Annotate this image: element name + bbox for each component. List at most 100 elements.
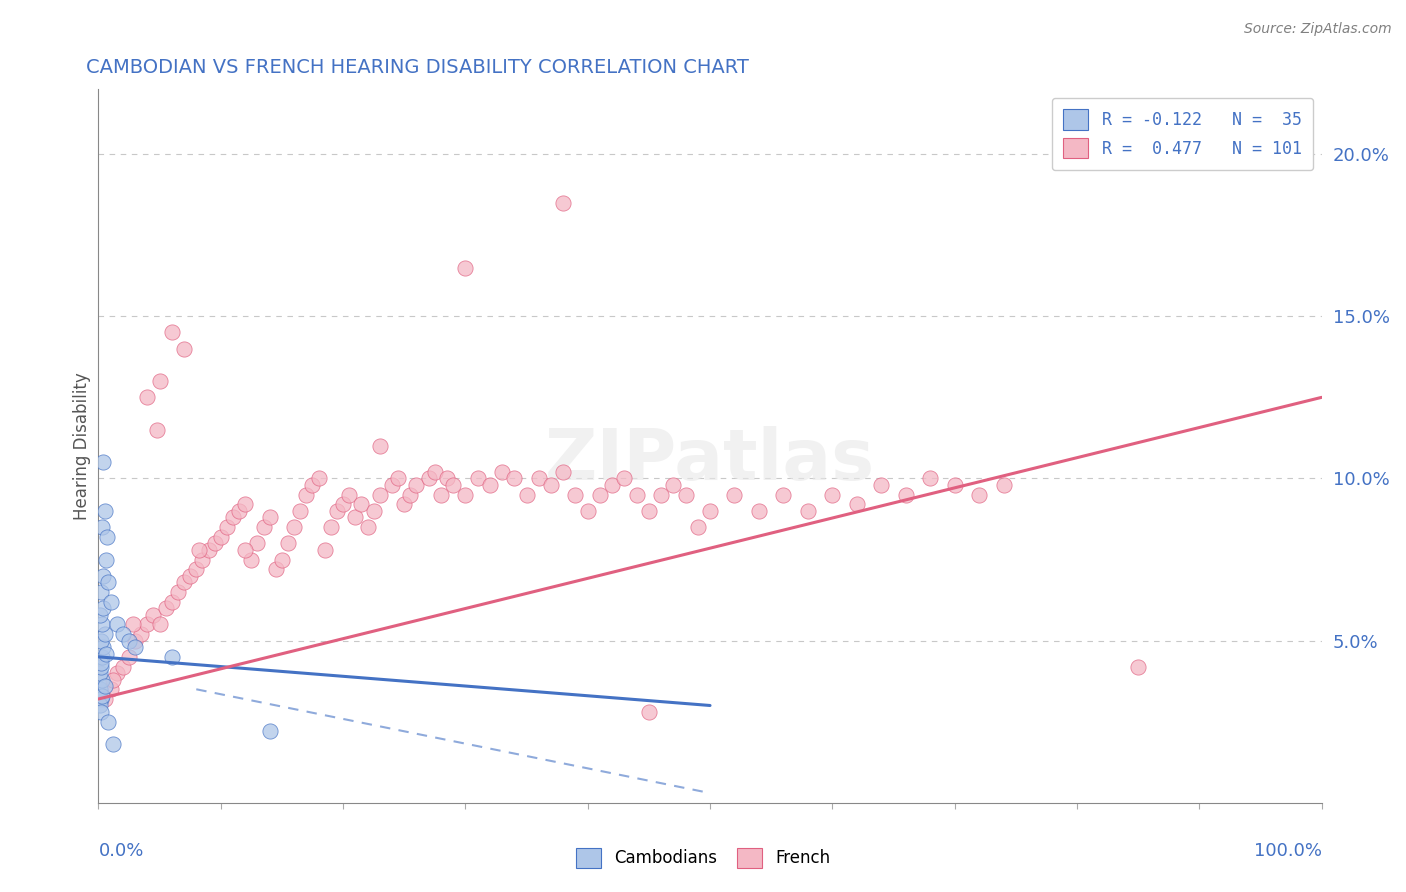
Point bbox=[356, 520, 378, 534]
Point bbox=[90, 659, 112, 673]
Point bbox=[149, 617, 172, 632]
Point bbox=[101, 673, 124, 687]
Text: ZIPatlas: ZIPatlas bbox=[546, 425, 875, 495]
Point bbox=[993, 478, 1015, 492]
Text: CAMBODIAN VS FRENCH HEARING DISABILITY CORRELATION CHART: CAMBODIAN VS FRENCH HEARING DISABILITY C… bbox=[86, 57, 749, 77]
Legend: Cambodians, French: Cambodians, French bbox=[569, 841, 837, 875]
Point bbox=[129, 627, 152, 641]
Point bbox=[392, 497, 416, 511]
Point bbox=[454, 260, 477, 275]
Point bbox=[111, 627, 134, 641]
Point bbox=[516, 488, 538, 502]
Point bbox=[146, 423, 169, 437]
Point bbox=[136, 390, 159, 404]
Point bbox=[589, 488, 612, 502]
Point bbox=[283, 520, 305, 534]
Point bbox=[600, 478, 623, 492]
Point bbox=[295, 488, 318, 502]
Point bbox=[100, 595, 122, 609]
Point bbox=[467, 471, 489, 485]
Point bbox=[344, 510, 367, 524]
Point bbox=[368, 488, 391, 502]
Point bbox=[503, 471, 526, 485]
Point bbox=[478, 478, 501, 492]
Point bbox=[186, 562, 208, 576]
Text: Source: ZipAtlas.com: Source: ZipAtlas.com bbox=[1244, 22, 1392, 37]
Point bbox=[1128, 659, 1150, 673]
Point bbox=[491, 465, 513, 479]
Point bbox=[240, 552, 263, 566]
Point bbox=[436, 471, 458, 485]
Point bbox=[124, 640, 146, 654]
Point bbox=[160, 595, 183, 609]
Point bbox=[454, 488, 477, 502]
Point bbox=[89, 607, 111, 622]
Point bbox=[93, 627, 115, 641]
Point bbox=[613, 471, 636, 485]
Point bbox=[314, 542, 336, 557]
Point bbox=[553, 195, 575, 210]
Point bbox=[699, 504, 721, 518]
Point bbox=[441, 478, 464, 492]
Point bbox=[387, 471, 409, 485]
Point bbox=[96, 530, 118, 544]
Point bbox=[337, 488, 360, 502]
Point bbox=[89, 666, 111, 681]
Point bbox=[105, 617, 128, 632]
Point bbox=[90, 692, 112, 706]
Point bbox=[326, 504, 349, 518]
Point bbox=[90, 633, 112, 648]
Point bbox=[350, 497, 373, 511]
Point bbox=[101, 738, 124, 752]
Point bbox=[797, 504, 820, 518]
Point bbox=[576, 504, 599, 518]
Point bbox=[723, 488, 745, 502]
Point bbox=[399, 488, 422, 502]
Point bbox=[90, 705, 112, 719]
Point bbox=[93, 504, 115, 518]
Point bbox=[118, 649, 141, 664]
Point bbox=[91, 455, 114, 469]
Point bbox=[167, 585, 190, 599]
Point bbox=[91, 689, 114, 703]
Point bbox=[142, 607, 165, 622]
Point bbox=[173, 575, 195, 590]
Point bbox=[124, 633, 146, 648]
Point bbox=[308, 471, 330, 485]
Point bbox=[91, 673, 114, 687]
Point bbox=[259, 510, 281, 524]
Point bbox=[527, 471, 550, 485]
Point bbox=[845, 497, 868, 511]
Point bbox=[197, 542, 219, 557]
Point bbox=[368, 439, 391, 453]
Y-axis label: Hearing Disability: Hearing Disability bbox=[73, 372, 91, 520]
Point bbox=[187, 542, 209, 557]
Point bbox=[121, 617, 143, 632]
Point bbox=[94, 647, 117, 661]
Point bbox=[772, 488, 794, 502]
Point bbox=[252, 520, 274, 534]
Point bbox=[430, 488, 453, 502]
Legend: R = -0.122   N =  35, R =  0.477   N = 101: R = -0.122 N = 35, R = 0.477 N = 101 bbox=[1052, 97, 1313, 169]
Point bbox=[94, 552, 117, 566]
Point bbox=[332, 497, 354, 511]
Point bbox=[149, 374, 172, 388]
Point bbox=[105, 666, 128, 681]
Point bbox=[363, 504, 385, 518]
Point bbox=[97, 714, 120, 729]
Point bbox=[173, 342, 195, 356]
Point bbox=[160, 649, 183, 664]
Point bbox=[319, 520, 342, 534]
Point bbox=[662, 478, 685, 492]
Point bbox=[209, 530, 232, 544]
Point bbox=[191, 552, 214, 566]
Point bbox=[638, 504, 661, 518]
Point bbox=[228, 504, 250, 518]
Point bbox=[943, 478, 966, 492]
Point bbox=[91, 601, 114, 615]
Text: 0.0%: 0.0% bbox=[98, 842, 143, 860]
Point bbox=[270, 552, 294, 566]
Point bbox=[277, 536, 299, 550]
Point bbox=[894, 488, 917, 502]
Point bbox=[821, 488, 844, 502]
